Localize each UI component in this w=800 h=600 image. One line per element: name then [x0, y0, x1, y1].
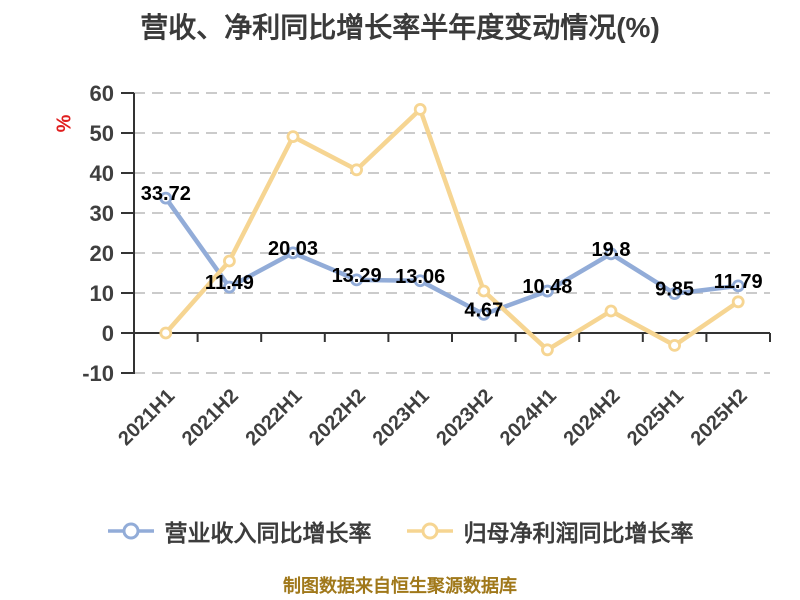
legend-item-revenue-growth[interactable]: 营业收入同比增长率	[107, 514, 372, 548]
net-profit-growth-data-point[interactable]	[222, 254, 236, 268]
revenue-growth-data-point[interactable]	[604, 247, 618, 261]
net-profit-growth-data-point[interactable]	[350, 163, 364, 177]
x-tick-label: 2022H1	[241, 385, 306, 450]
data-point-label: 33.72	[141, 183, 191, 205]
net-profit-growth-data-point[interactable]	[604, 304, 618, 318]
x-tick-label: 2023H1	[369, 385, 434, 450]
data-source-note: 制图数据来自恒生聚源数据库	[283, 576, 517, 596]
data-point-label: 9.85	[655, 279, 694, 301]
data-point-label: 4.67	[464, 299, 503, 321]
data-point-label: 11.79	[714, 271, 763, 293]
y-tick-label: 60	[90, 81, 114, 106]
net-profit-growth-data-point[interactable]	[668, 338, 681, 352]
x-tick-label: 2023H2	[432, 385, 497, 450]
net-profit-growth-data-point[interactable]	[541, 343, 554, 357]
data-point-label: 13.29	[332, 265, 382, 287]
net-profit-growth-series-line	[163, 107, 741, 353]
x-tick-label: 2021H2	[178, 385, 243, 450]
net-profit-growth-data-point[interactable]	[159, 326, 173, 340]
x-tick-label: 2025H1	[623, 385, 688, 450]
revenue-growth-data-point[interactable]	[222, 280, 236, 294]
revenue-growth-data-point[interactable]	[350, 273, 364, 287]
y-tick-label: 50	[90, 121, 114, 146]
x-tick-label: 2025H2	[687, 385, 752, 450]
revenue-growth-data-point[interactable]	[286, 246, 300, 260]
net-profit-growth-data-point[interactable]	[286, 130, 300, 144]
data-point-label: 13.06	[395, 266, 445, 288]
data-point-label: 19.8	[592, 239, 631, 261]
x-tick-label: 2021H1	[114, 385, 179, 450]
net-profit-growth-data-point[interactable]	[477, 284, 491, 298]
y-tick-label: 40	[90, 161, 114, 186]
revenue-growth-data-point[interactable]	[413, 274, 427, 288]
y-tick-label: -10	[82, 361, 114, 386]
revenue-growth-data-point[interactable]	[668, 287, 681, 301]
revenue-growth-data-point[interactable]	[477, 307, 491, 321]
revenue-growth-data-point[interactable]	[159, 191, 173, 205]
x-tick-label: 2022H2	[305, 385, 370, 450]
x-tick-label: 2024H2	[559, 385, 624, 450]
y-tick-label: 0	[102, 321, 114, 346]
legend-marker-revenue-growth-icon	[107, 522, 154, 540]
legend-label-net-profit-growth: 归母净利润同比增长率	[463, 520, 694, 546]
revenue-growth-data-point[interactable]	[541, 284, 554, 298]
y-tick-label: 30	[90, 201, 114, 226]
x-tick-label: 2024H1	[496, 385, 561, 450]
net-profit-growth-data-point[interactable]	[413, 103, 427, 116]
chart-title: 营收、净利同比增长率半年度变动情况(%)	[140, 12, 660, 43]
legend-label-revenue-growth: 营业收入同比增长率	[164, 520, 372, 546]
data-point-label: 20.03	[268, 238, 318, 260]
data-point-label: 11.49	[205, 272, 254, 294]
revenue-growth-data-point[interactable]	[731, 279, 745, 293]
legend-item-net-profit-growth[interactable]: 归母净利润同比增长率	[406, 514, 694, 548]
revenue-growth-series-line	[163, 195, 741, 317]
legend: 营业收入同比增长率 归母净利润同比增长率	[0, 514, 800, 548]
data-point-label: 10.48	[522, 276, 572, 298]
legend-marker-net-profit-growth-icon	[406, 522, 453, 540]
y-tick-label: 10	[90, 281, 114, 306]
y-tick-label: 20	[90, 241, 114, 266]
net-profit-growth-data-point[interactable]	[731, 295, 745, 309]
